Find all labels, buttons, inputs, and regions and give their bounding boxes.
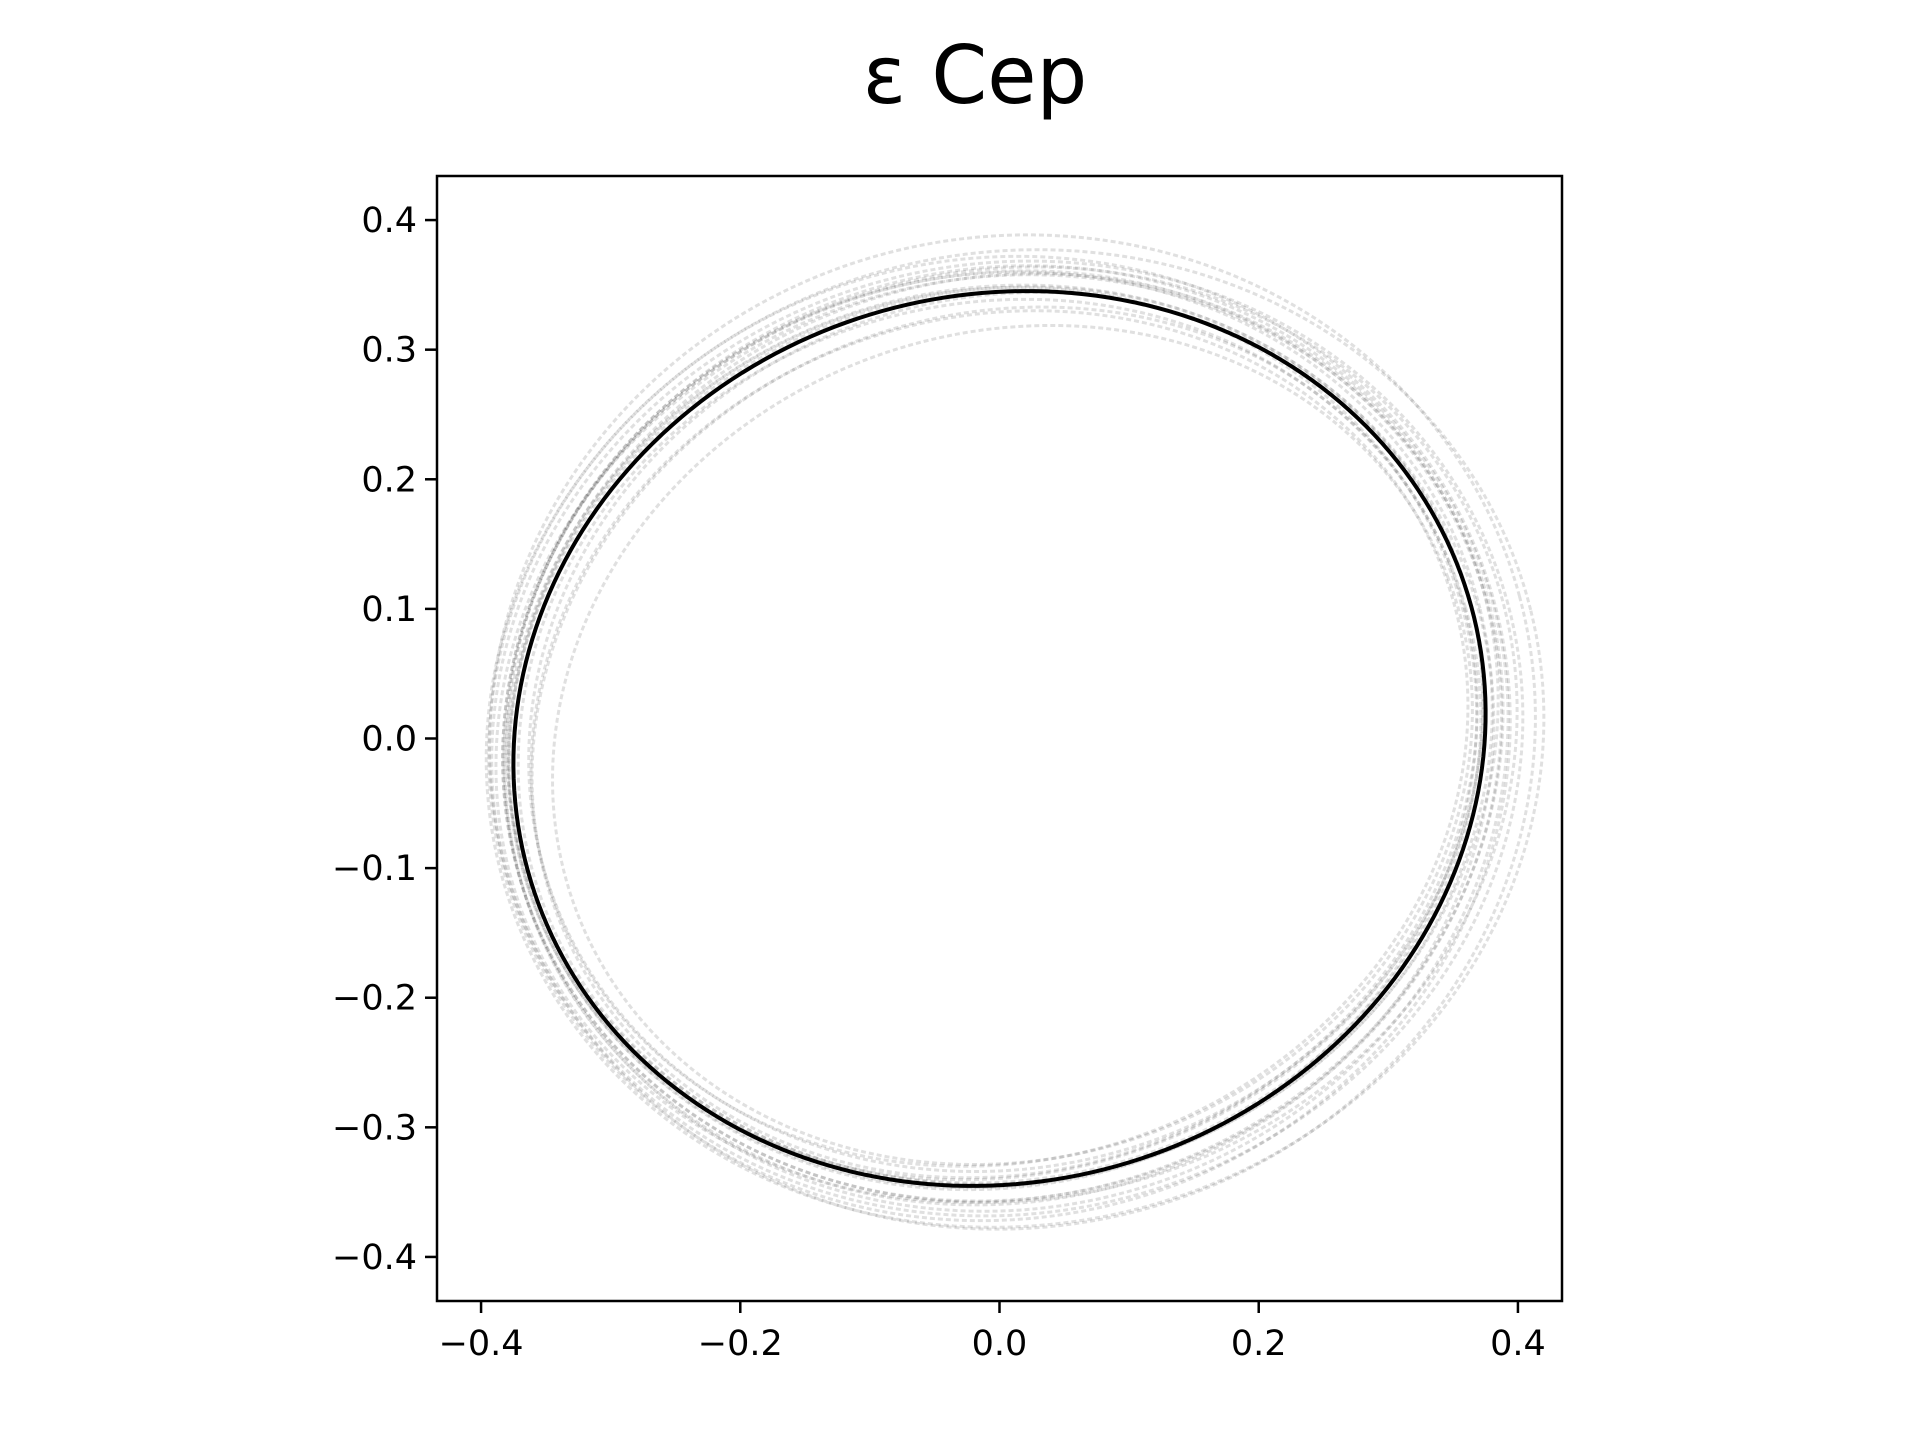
y-tick-label: −0.2: [332, 979, 417, 1019]
sample-orbit-2: [502, 264, 1510, 1213]
y-tick-label: 0.4: [361, 201, 417, 241]
sample-orbit-15: [484, 248, 1546, 1229]
x-tick-label: 0.4: [1490, 1324, 1546, 1364]
x-tick-label: −0.2: [698, 1324, 783, 1364]
y-tick-label: 0.2: [361, 460, 417, 500]
y-tick-label: 0.1: [361, 590, 417, 630]
chart-title: ε Cep: [863, 29, 1088, 122]
x-axis: −0.4 −0.2 0.0 0.2 0.4: [439, 1301, 1546, 1364]
sample-orbit-9: [501, 265, 1519, 1204]
sample-orbit-8: [507, 285, 1479, 1192]
sample-orbit-10: [530, 305, 1479, 1180]
plot-frame: [435, 174, 1564, 1303]
sample-orbit-14: [516, 297, 1483, 1185]
sample-orbits: [484, 233, 1546, 1231]
sample-orbit-11: [501, 269, 1504, 1203]
y-tick-label: 0.0: [361, 720, 417, 760]
y-tick-label: 0.3: [361, 331, 417, 371]
sample-orbit-0: [487, 254, 1512, 1223]
main-orbit-group: [511, 289, 1488, 1188]
sample-orbit-4: [527, 290, 1485, 1174]
main-orbit: [511, 289, 1488, 1188]
x-tick-label: −0.4: [439, 1324, 524, 1364]
y-axis: −0.4 −0.3 −0.2 −0.1 0.0 0.1 0.2 0.3 0.4: [332, 201, 437, 1278]
sample-orbit-3: [503, 283, 1496, 1207]
x-tick-label: 0.0: [972, 1324, 1028, 1364]
y-tick-label: −0.3: [332, 1108, 417, 1148]
sample-orbit-1: [488, 233, 1537, 1231]
sample-orbit-6: [551, 323, 1474, 1167]
sample-orbit-13: [506, 285, 1485, 1182]
y-tick-label: −0.4: [332, 1238, 417, 1278]
sample-orbit-7: [505, 270, 1494, 1186]
x-tick-label: 0.2: [1231, 1324, 1287, 1364]
y-tick-label: −0.1: [332, 849, 417, 889]
sample-orbit-12: [490, 259, 1525, 1218]
sample-orbit-5: [529, 309, 1470, 1168]
